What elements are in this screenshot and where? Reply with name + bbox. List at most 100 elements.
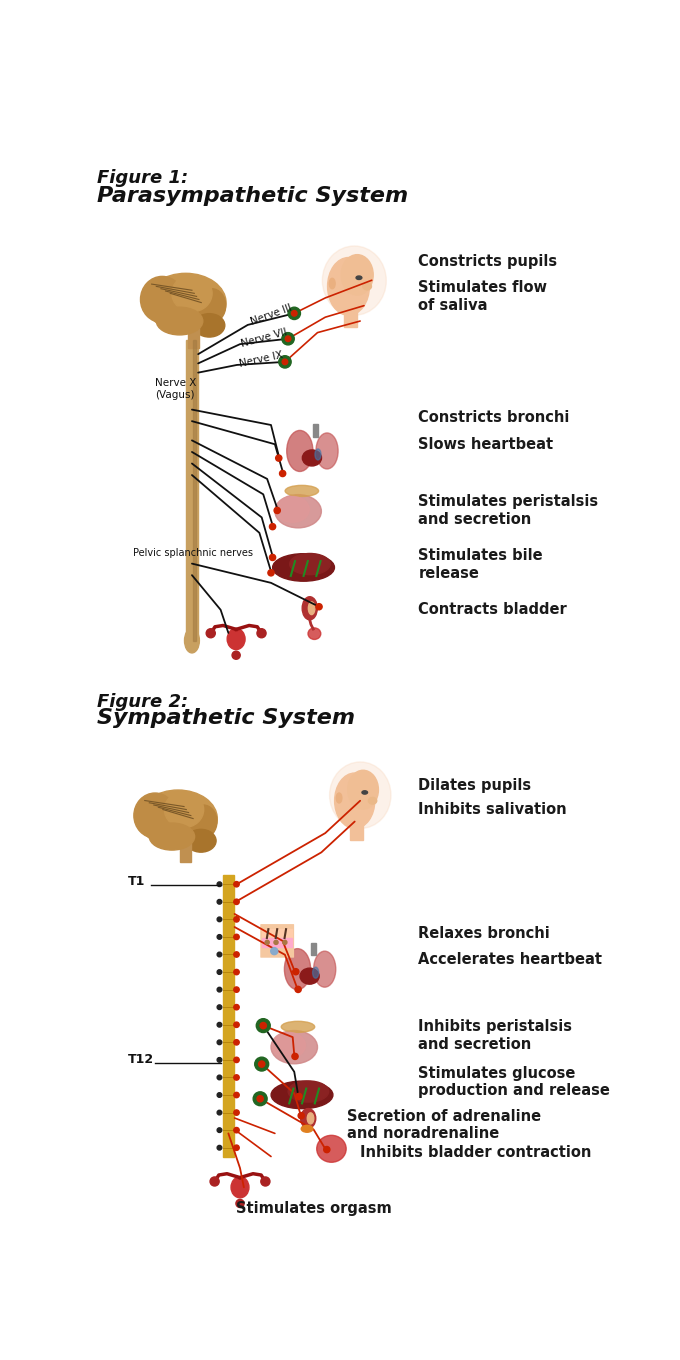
Bar [262,929,292,938]
Circle shape [269,555,275,560]
Circle shape [258,1061,265,1068]
Ellipse shape [341,254,373,295]
Circle shape [217,1092,222,1098]
Circle shape [261,1176,270,1186]
Circle shape [282,333,294,345]
Circle shape [210,1176,219,1186]
Text: Inhibits bladder contraction: Inhibits bladder contraction [360,1145,592,1160]
Circle shape [217,1110,222,1115]
Ellipse shape [141,276,184,322]
Ellipse shape [146,273,226,332]
Bar [344,306,356,326]
Text: Figure 1:: Figure 1: [97,170,188,188]
Text: Relaxes bronchi: Relaxes bronchi [418,926,550,941]
Text: Nerve X: Nerve X [155,378,196,389]
Text: Stimulates orgasm: Stimulates orgasm [236,1201,392,1216]
Ellipse shape [369,797,377,804]
Circle shape [288,307,301,320]
Circle shape [269,524,275,530]
Circle shape [268,570,274,575]
Ellipse shape [290,554,330,575]
Ellipse shape [362,283,371,290]
Ellipse shape [236,1200,244,1208]
Circle shape [234,917,239,922]
Ellipse shape [139,790,218,847]
Ellipse shape [190,805,217,838]
Circle shape [217,1076,222,1080]
Circle shape [283,940,287,944]
Circle shape [206,628,216,638]
FancyBboxPatch shape [261,925,293,957]
Circle shape [271,948,278,955]
Circle shape [234,1127,239,1133]
Text: Parasympathetic System: Parasympathetic System [97,186,408,207]
Text: Nerve III: Nerve III [250,303,293,326]
Text: (Vagus): (Vagus) [155,390,194,400]
Text: Stimulates glucose
production and release: Stimulates glucose production and releas… [418,1066,610,1098]
Circle shape [274,507,280,514]
Ellipse shape [271,1031,318,1064]
Ellipse shape [231,1176,249,1198]
Circle shape [234,970,239,975]
Ellipse shape [356,276,362,279]
Ellipse shape [329,279,335,288]
Circle shape [217,1145,222,1151]
Circle shape [217,952,222,957]
Text: T1: T1 [128,876,145,888]
Circle shape [274,940,278,944]
Text: Nerve IX: Nerve IX [239,351,284,370]
Circle shape [296,1093,302,1099]
Circle shape [217,970,222,974]
Ellipse shape [315,449,321,460]
Circle shape [257,1096,263,1102]
Circle shape [298,1112,305,1119]
Ellipse shape [134,793,176,838]
Circle shape [234,1005,239,1010]
Circle shape [316,604,322,609]
Circle shape [234,899,239,904]
Ellipse shape [150,823,194,850]
Ellipse shape [317,1136,346,1163]
Circle shape [217,917,222,922]
Ellipse shape [308,602,315,615]
Circle shape [234,1092,239,1098]
Circle shape [234,1057,239,1062]
Ellipse shape [275,495,322,528]
Ellipse shape [335,772,375,828]
Circle shape [292,1053,298,1059]
Circle shape [279,471,286,476]
Ellipse shape [276,496,309,522]
Text: T12: T12 [128,1053,154,1066]
Circle shape [217,1058,222,1062]
Ellipse shape [186,830,216,853]
Circle shape [324,1146,330,1153]
Ellipse shape [302,597,318,620]
Text: Pelvic splanchnic nerves: Pelvic splanchnic nerves [133,548,253,558]
Text: Dilates pupils: Dilates pupils [418,778,531,793]
Text: Accelerates heartbeat: Accelerates heartbeat [418,952,602,967]
Ellipse shape [301,1125,313,1133]
Circle shape [295,986,301,993]
Text: Stimulates flow
of saliva: Stimulates flow of saliva [418,280,547,313]
Circle shape [217,934,222,940]
Ellipse shape [313,951,336,987]
Bar [311,942,316,955]
Ellipse shape [284,949,311,990]
Ellipse shape [198,288,226,322]
Ellipse shape [232,651,240,660]
Text: Constricts pupils: Constricts pupils [418,254,558,269]
Circle shape [234,987,239,993]
Text: Sympathetic System: Sympathetic System [97,709,355,729]
Text: Stimulates bile
release: Stimulates bile release [418,548,543,581]
Ellipse shape [282,1021,315,1032]
Circle shape [234,1145,239,1151]
Circle shape [234,1074,239,1080]
Text: Secretion of adrenaline
and noradrenaline: Secretion of adrenaline and noradrenalin… [347,1108,541,1141]
Bar [313,424,318,437]
Circle shape [217,987,222,991]
Bar [350,820,362,839]
Ellipse shape [287,430,313,472]
Bar [188,328,199,348]
Ellipse shape [337,793,342,802]
Circle shape [234,1023,239,1027]
